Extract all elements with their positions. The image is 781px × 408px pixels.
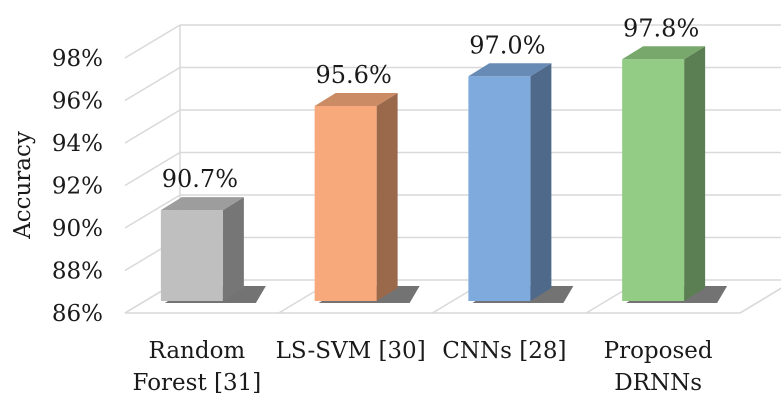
floor-right-edge	[739, 287, 781, 314]
y-tick-label: 90%	[52, 216, 103, 242]
bar	[622, 46, 728, 303]
y-tick-label: 96%	[52, 89, 103, 115]
data-label: 95.6%	[316, 61, 392, 89]
x-category-label: Random	[148, 338, 245, 364]
bar-front	[468, 76, 531, 301]
bar	[160, 197, 266, 303]
gridline-side	[124, 109, 181, 144]
x-category-label: LS-SVM [30]	[276, 338, 426, 364]
data-labels: 90.7% 95.6% 97.0% 97.8%	[162, 14, 700, 193]
gridline-side	[124, 66, 181, 102]
y-tick-label: 88%	[52, 259, 103, 285]
x-category-label: Proposed	[604, 338, 713, 364]
bar-side	[376, 93, 398, 301]
bar-side	[222, 197, 244, 301]
bar-top	[160, 197, 244, 211]
bar-top	[622, 46, 706, 60]
bar-front	[160, 210, 223, 301]
bars	[160, 46, 728, 303]
y-tick-label: 86%	[52, 301, 103, 327]
bar-side	[530, 63, 552, 301]
gridline-side	[124, 24, 181, 59]
bar	[468, 63, 574, 303]
gridline-side	[124, 151, 181, 187]
data-label: 90.7%	[162, 165, 238, 193]
x-category-label: DRNNs	[614, 370, 702, 396]
x-category-label: CNNs [28]	[442, 338, 566, 364]
y-tick-label: 98%	[52, 46, 103, 72]
data-label: 97.8%	[623, 14, 699, 42]
y-axis-ticks: 86% 88% 90% 92% 94% 96% 98%	[52, 46, 103, 327]
bar-top	[314, 93, 398, 106]
data-label: 97.0%	[469, 31, 545, 59]
y-axis-label: Accuracy	[10, 131, 36, 240]
x-category-label: Forest [31]	[133, 370, 262, 396]
bar-side	[684, 46, 706, 301]
bar-front	[314, 106, 377, 301]
bar	[314, 93, 420, 303]
y-tick-label: 94%	[52, 131, 103, 157]
bar-top	[468, 63, 552, 77]
floor-divider	[739, 287, 781, 314]
bar-front	[622, 59, 685, 301]
gridline-side	[124, 194, 181, 229]
y-tick-label: 92%	[52, 174, 103, 200]
x-axis-categories: Random Forest [31] LS-SVM [30] CNNs [28] Pro…	[133, 338, 713, 396]
